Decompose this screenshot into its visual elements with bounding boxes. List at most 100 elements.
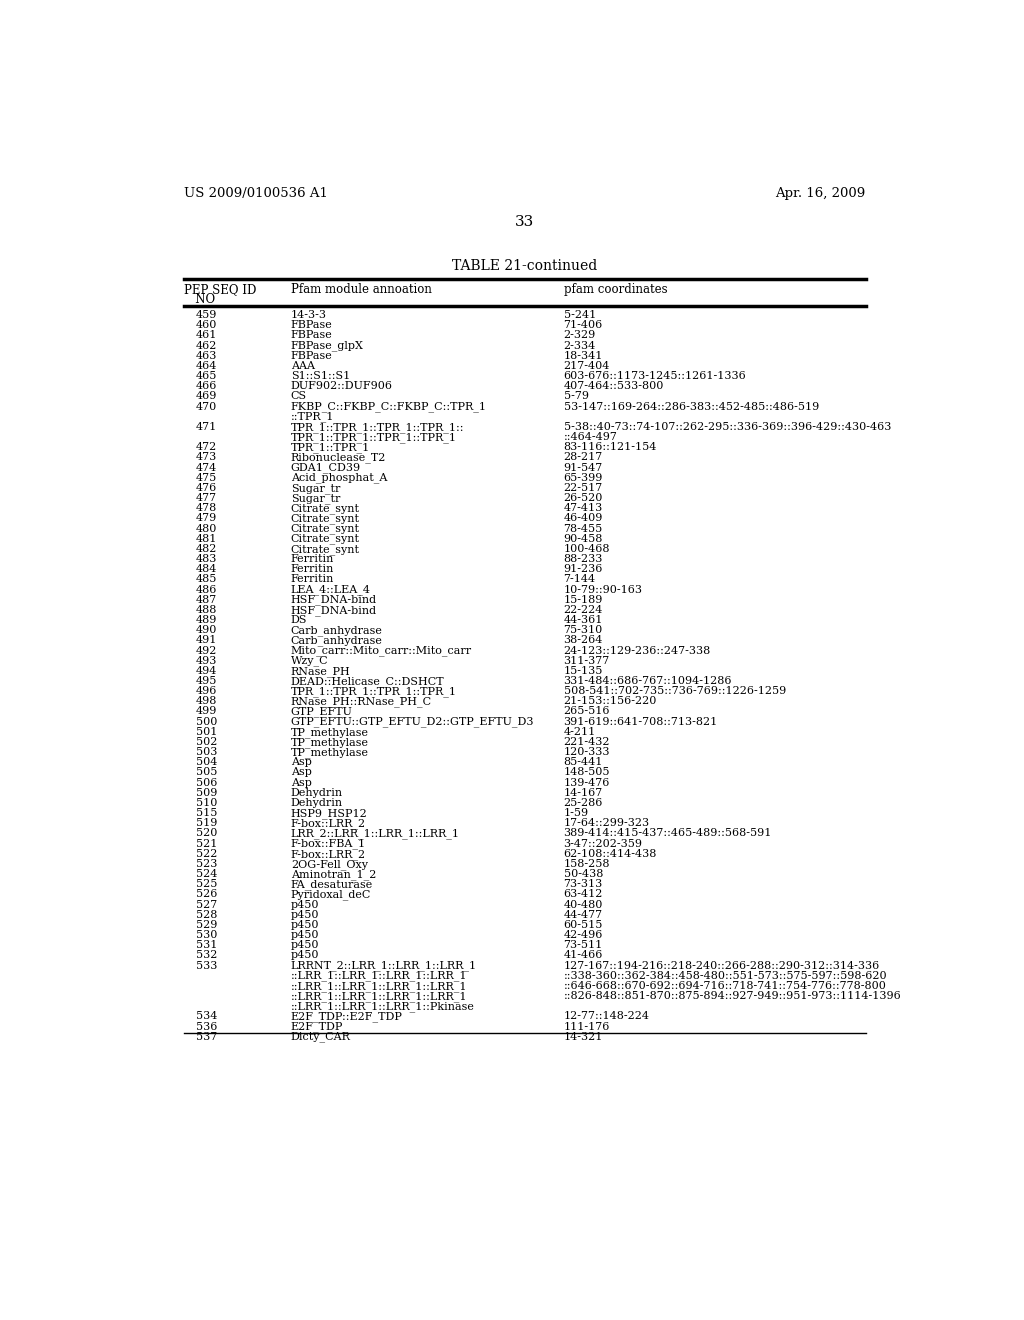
Text: 12-77::148-224: 12-77::148-224 xyxy=(563,1011,649,1022)
Text: GTP_EFTU: GTP_EFTU xyxy=(291,706,352,717)
Text: 475: 475 xyxy=(196,473,217,483)
Text: 472: 472 xyxy=(196,442,217,453)
Text: Ferritin: Ferritin xyxy=(291,564,334,574)
Text: 100-468: 100-468 xyxy=(563,544,610,554)
Text: 331-484::686-767::1094-1286: 331-484::686-767::1094-1286 xyxy=(563,676,732,686)
Text: DS: DS xyxy=(291,615,307,624)
Text: TPR_1::TPR_1::TPR_1::TPR_1::: TPR_1::TPR_1::TPR_1::TPR_1:: xyxy=(291,422,464,433)
Text: 465: 465 xyxy=(196,371,217,381)
Text: 75-310: 75-310 xyxy=(563,626,603,635)
Text: FBPase: FBPase xyxy=(291,321,333,330)
Text: 459: 459 xyxy=(196,310,217,319)
Text: S1::S1::S1: S1::S1::S1 xyxy=(291,371,350,381)
Text: 85-441: 85-441 xyxy=(563,758,603,767)
Text: p450: p450 xyxy=(291,931,319,940)
Text: 490: 490 xyxy=(196,626,217,635)
Text: 500: 500 xyxy=(196,717,217,726)
Text: LEA_4::LEA_4: LEA_4::LEA_4 xyxy=(291,585,371,595)
Text: FBPase: FBPase xyxy=(291,330,333,341)
Text: US 2009/0100536 A1: US 2009/0100536 A1 xyxy=(183,187,328,199)
Text: 28-217: 28-217 xyxy=(563,453,603,462)
Text: ::464-497: ::464-497 xyxy=(563,432,617,442)
Text: 88-233: 88-233 xyxy=(563,554,603,564)
Text: 73-313: 73-313 xyxy=(563,879,603,890)
Text: 15-189: 15-189 xyxy=(563,595,603,605)
Text: ::TPR_1: ::TPR_1 xyxy=(291,412,334,422)
Text: 480: 480 xyxy=(196,524,217,533)
Text: 71-406: 71-406 xyxy=(563,321,603,330)
Text: Aminotran_1_2: Aminotran_1_2 xyxy=(291,869,376,880)
Text: 50-438: 50-438 xyxy=(563,869,603,879)
Text: Asp: Asp xyxy=(291,777,311,788)
Text: 33: 33 xyxy=(515,215,535,228)
Text: FBPase_glpX: FBPase_glpX xyxy=(291,341,364,351)
Text: PEP SEQ ID: PEP SEQ ID xyxy=(183,284,256,296)
Text: 158-258: 158-258 xyxy=(563,859,610,869)
Text: 91-236: 91-236 xyxy=(563,564,603,574)
Text: 466: 466 xyxy=(196,381,217,391)
Text: 15-135: 15-135 xyxy=(563,665,603,676)
Text: Mito_carr::Mito_carr::Mito_carr: Mito_carr::Mito_carr::Mito_carr xyxy=(291,645,472,656)
Text: 1-59: 1-59 xyxy=(563,808,589,818)
Text: E2F_TDP: E2F_TDP xyxy=(291,1022,343,1032)
Text: pfam coordinates: pfam coordinates xyxy=(563,284,668,296)
Text: 3-47::202-359: 3-47::202-359 xyxy=(563,838,642,849)
Text: FKBP_C::FKBP_C::FKBP_C::TPR_1: FKBP_C::FKBP_C::FKBP_C::TPR_1 xyxy=(291,401,486,412)
Text: 504: 504 xyxy=(196,758,217,767)
Text: DEAD::Helicase_C::DSHCT: DEAD::Helicase_C::DSHCT xyxy=(291,676,444,686)
Text: TP_methylase: TP_methylase xyxy=(291,737,369,747)
Text: Acid_phosphat_A: Acid_phosphat_A xyxy=(291,473,387,483)
Text: 487: 487 xyxy=(196,595,217,605)
Text: 505: 505 xyxy=(196,767,217,777)
Text: TPR_1::TPR_1::TPR_1::TPR_1: TPR_1::TPR_1::TPR_1::TPR_1 xyxy=(291,686,457,697)
Text: 498: 498 xyxy=(196,697,217,706)
Text: 463: 463 xyxy=(196,351,217,360)
Text: 53-147::169-264::286-383::452-485::486-519: 53-147::169-264::286-383::452-485::486-5… xyxy=(563,401,819,412)
Text: 471: 471 xyxy=(196,422,217,432)
Text: FBPase: FBPase xyxy=(291,351,333,360)
Text: 83-116::121-154: 83-116::121-154 xyxy=(563,442,657,453)
Text: Ribonuclease_T2: Ribonuclease_T2 xyxy=(291,453,386,463)
Text: 47-413: 47-413 xyxy=(563,503,603,513)
Text: Citrate_synt: Citrate_synt xyxy=(291,503,359,513)
Text: 464: 464 xyxy=(196,360,217,371)
Text: RNase_PH::RNase_PH_C: RNase_PH::RNase_PH_C xyxy=(291,697,432,708)
Text: 528: 528 xyxy=(196,909,217,920)
Text: HSF_DNA-bind: HSF_DNA-bind xyxy=(291,595,377,606)
Text: 523: 523 xyxy=(196,859,217,869)
Text: 148-505: 148-505 xyxy=(563,767,610,777)
Text: 44-361: 44-361 xyxy=(563,615,603,624)
Text: 14-167: 14-167 xyxy=(563,788,603,797)
Text: 139-476: 139-476 xyxy=(563,777,610,788)
Text: 460: 460 xyxy=(196,321,217,330)
Text: 502: 502 xyxy=(196,737,217,747)
Text: 311-377: 311-377 xyxy=(563,656,610,665)
Text: 24-123::129-236::247-338: 24-123::129-236::247-338 xyxy=(563,645,711,656)
Text: TP_methylase: TP_methylase xyxy=(291,727,369,738)
Text: 508-541::702-735::736-769::1226-1259: 508-541::702-735::736-769::1226-1259 xyxy=(563,686,785,696)
Text: Asp: Asp xyxy=(291,758,311,767)
Text: 501: 501 xyxy=(196,727,217,737)
Text: p450: p450 xyxy=(291,920,319,929)
Text: p450: p450 xyxy=(291,940,319,950)
Text: TABLE 21-continued: TABLE 21-continued xyxy=(453,259,597,272)
Text: 474: 474 xyxy=(196,462,217,473)
Text: 470: 470 xyxy=(196,401,217,412)
Text: 486: 486 xyxy=(196,585,217,594)
Text: 515: 515 xyxy=(196,808,217,818)
Text: 531: 531 xyxy=(196,940,217,950)
Text: 493: 493 xyxy=(196,656,217,665)
Text: 22-517: 22-517 xyxy=(563,483,603,492)
Text: Citrate_synt: Citrate_synt xyxy=(291,513,359,524)
Text: HSF_DNA-bind: HSF_DNA-bind xyxy=(291,605,377,615)
Text: Sugar_tr: Sugar_tr xyxy=(291,483,340,494)
Text: 65-399: 65-399 xyxy=(563,473,603,483)
Text: LRR_2::LRR_1::LRR_1::LRR_1: LRR_2::LRR_1::LRR_1::LRR_1 xyxy=(291,829,460,840)
Text: FA_desaturase: FA_desaturase xyxy=(291,879,373,890)
Text: 462: 462 xyxy=(196,341,217,351)
Text: 476: 476 xyxy=(196,483,217,492)
Text: 506: 506 xyxy=(196,777,217,788)
Text: ::826-848::851-870::875-894::927-949::951-973::1114-1396: ::826-848::851-870::875-894::927-949::95… xyxy=(563,991,901,1001)
Text: F-box::LRR_2: F-box::LRR_2 xyxy=(291,849,366,859)
Text: TPR_1::TPR_1::TPR_1::TPR_1: TPR_1::TPR_1::TPR_1::TPR_1 xyxy=(291,432,457,442)
